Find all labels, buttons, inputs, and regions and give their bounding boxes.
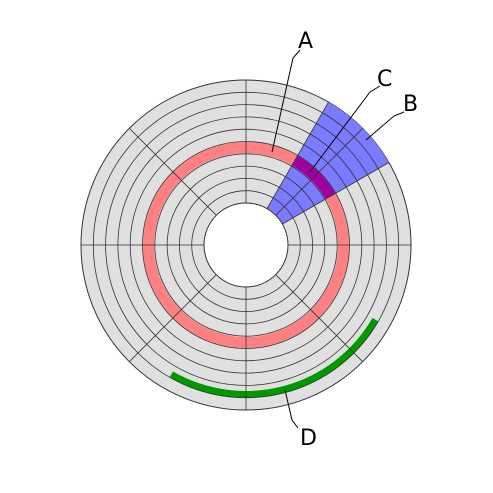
label-sector: B bbox=[403, 92, 418, 117]
disk bbox=[80, 79, 412, 411]
leaders bbox=[271, 49, 405, 429]
label-cluster: D bbox=[300, 426, 317, 451]
leader-c bbox=[309, 85, 381, 173]
sector-line bbox=[129, 274, 217, 362]
sector-line bbox=[275, 128, 363, 216]
spindle-hole bbox=[203, 202, 289, 288]
sector-line bbox=[129, 128, 217, 216]
sector-b-edge bbox=[282, 162, 390, 225]
leader-b bbox=[365, 111, 405, 141]
leader-a bbox=[271, 49, 301, 153]
label-track-sector: C bbox=[377, 67, 392, 92]
sector-line bbox=[275, 274, 363, 362]
sector-b-edge bbox=[266, 101, 329, 209]
leader-d bbox=[284, 389, 299, 429]
label-track: A bbox=[298, 29, 313, 54]
